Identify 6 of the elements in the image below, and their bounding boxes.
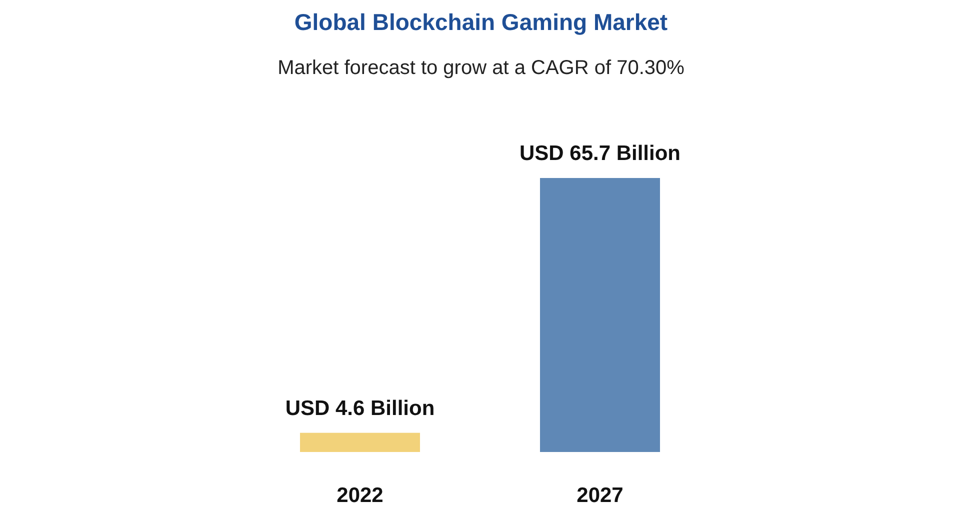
x-tick-label: 2022 — [336, 484, 384, 507]
data-label: USD 4.6 Billion — [285, 396, 435, 420]
chart-subtitle: Market forecast to grow at a CAGR of 70.30% — [278, 57, 685, 79]
x-tick-label: 2027 — [576, 484, 624, 507]
chart-title: Global Blockchain Gaming Market — [294, 9, 668, 35]
data-label: USD 65.7 Billion — [519, 142, 681, 165]
